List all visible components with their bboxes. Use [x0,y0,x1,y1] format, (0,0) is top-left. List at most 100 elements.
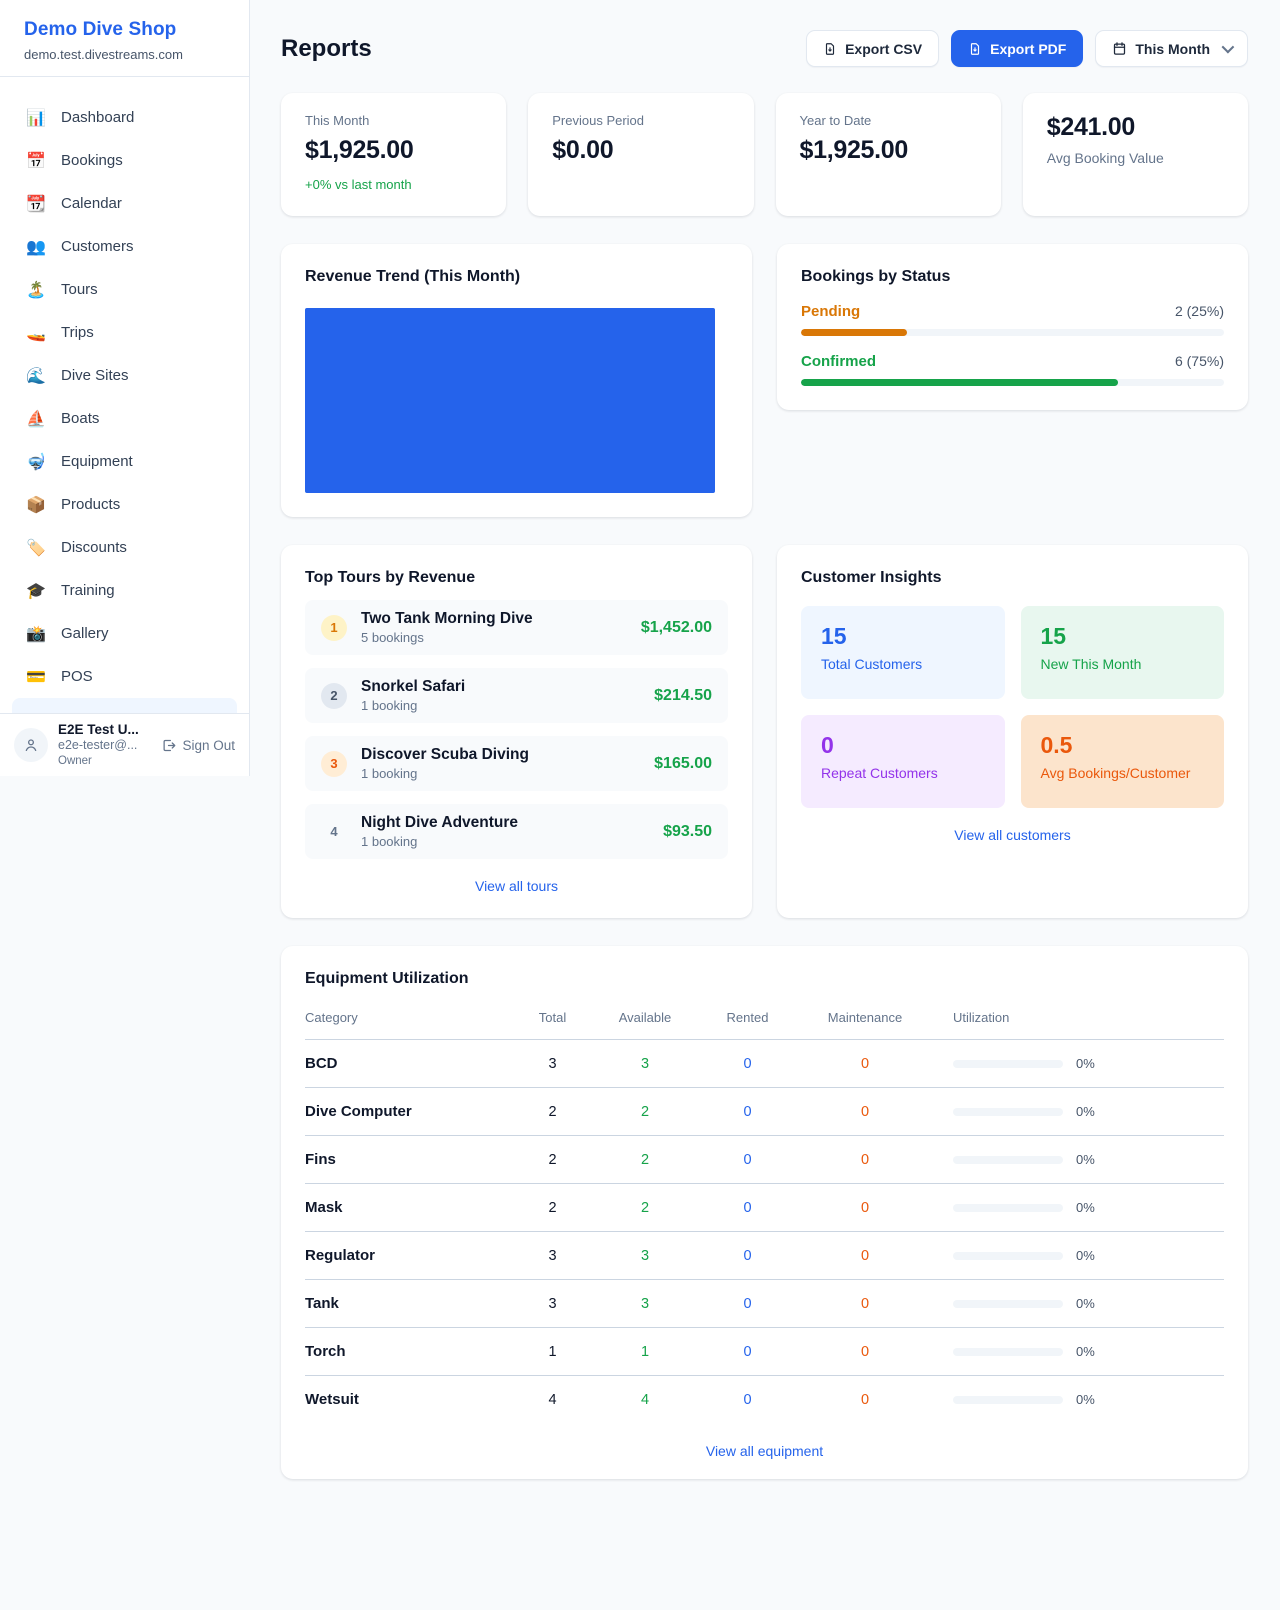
status-row: Confirmed 6 (75%) [801,353,1224,386]
sidebar-item-trips[interactable]: 🚤 Trips [12,311,237,354]
equipment-table-header: Category Total Available Rented Maintenance U… [305,1002,1224,1040]
tour-revenue: $93.50 [663,822,712,840]
revenue-trend-card: Revenue Trend (This Month) [281,244,752,517]
sidebar-item-bookings[interactable]: 📅 Bookings [12,139,237,182]
status-label: Pending [801,303,861,320]
insight-value: 15 [1040,623,1067,649]
equip-maintenance: 0 [805,1327,925,1376]
tour-revenue: $214.50 [654,686,712,704]
utilization-percent: 0% [1076,1248,1095,1263]
shop-name: Demo Dive Shop [24,19,177,40]
utilization-bar [953,1107,1063,1116]
sidebar-item-label: Equipment [61,453,133,470]
view-all-equipment-link[interactable]: View all equipment [705,1442,824,1459]
sign-out-label: Sign Out [182,737,235,753]
equip-total: 3 [505,1279,600,1328]
status-count: 6 (75%) [1174,353,1224,369]
customers-icon: 👥 [26,238,46,256]
equip-available: 3 [600,1279,690,1328]
equip-rented: 0 [690,1039,805,1088]
sidebar-item-tours[interactable]: 🏝️ Tours [12,268,237,311]
top-tours-title: Top Tours by Revenue [305,569,476,586]
sidebar-item-label: Products [61,496,121,513]
export-csv-label: Export CSV [845,40,923,57]
equip-col-category: Category [305,1002,505,1040]
status-count: 2 (25%) [1174,303,1224,319]
customer-insights-title: Customer Insights [801,569,942,586]
utilization-bar [953,1203,1063,1212]
sidebar-item-label: POS [61,668,93,685]
equip-total: 2 [505,1087,600,1136]
equip-rented: 0 [690,1279,805,1328]
equip-available: 4 [640,1391,650,1408]
equip-col-available: Available [600,1002,690,1040]
stat-label: This Month [305,113,370,128]
sidebar-item-reports-active[interactable] [12,698,237,713]
insight-label: Total Customers [821,656,923,672]
stat-card: Year to Date $1,925.00 [775,93,1001,216]
sidebar-item-dashboard[interactable]: 📊 Dashboard [12,96,237,139]
sidebar-item-training[interactable]: 🎓 Training [12,569,237,612]
utilization-percent: 0% [1076,1392,1095,1408]
equip-category: Mask [305,1183,505,1232]
period-selector[interactable]: This Month [1095,30,1248,67]
sidebar-item-label: Calendar [61,195,122,212]
equipment-table-row: Fins 2 2 0 0 0% [305,1135,1224,1184]
sign-out-button[interactable]: Sign Out [161,738,235,753]
equip-maintenance: 0 [805,1279,925,1328]
equip-rented: 0 [690,1087,805,1136]
sidebar-item-discounts[interactable]: 🏷️ Discounts [12,526,237,569]
tour-name: Night Dive Adventure [361,814,519,831]
view-all-tours-link[interactable]: View all tours [474,878,558,894]
equip-maintenance: 0 [860,1391,870,1408]
trips-icon: 🚤 [26,324,46,342]
sidebar-item-boats[interactable]: ⛵ Boats [12,397,237,440]
export-pdf-button[interactable]: Export PDF [951,30,1084,67]
sidebar-item-equipment[interactable]: 🤿 Equipment [12,440,237,483]
utilization-bar [953,1155,1063,1164]
insight-value: 0.5 [1040,732,1073,758]
chevron-down-icon [1221,40,1235,54]
equip-total: 1 [505,1327,600,1376]
equipment-table-row: Dive Computer 2 2 0 0 0% [305,1087,1224,1136]
main-header: Reports Export CSV Export PDF [281,30,1248,67]
sidebar-item-label: Gallery [61,625,109,642]
sidebar-item-calendar[interactable]: 📆 Calendar [12,182,237,225]
boats-icon: ⛵ [26,410,46,428]
export-csv-button[interactable]: Export CSV [806,30,940,67]
tour-revenue: $165.00 [654,754,712,772]
stat-delta: +0% vs last month [305,177,412,192]
stat-value: $241.00 [1046,113,1136,141]
sidebar-item-pos[interactable]: 💳 POS [12,655,237,698]
equipment-table-row: Mask 2 2 0 0 0% [305,1183,1224,1232]
equip-total: 2 [505,1183,600,1232]
equip-rented: 0 [690,1135,805,1184]
gallery-icon: 📸 [26,625,46,643]
avatar [14,728,48,762]
equip-maintenance: 0 [805,1087,925,1136]
insight-tile: 0.5 Avg Bookings/Customer [1020,715,1224,808]
equip-rented: 0 [690,1231,805,1280]
utilization-percent: 0% [1076,1056,1095,1071]
sidebar-item-label: Dive Sites [61,367,129,384]
insight-grid: 15 Total Customers 15 New This Month 0 R… [801,606,1224,808]
revenue-trend-chart [305,308,716,493]
sidebar-item-dive-sites[interactable]: 🌊 Dive Sites [12,354,237,397]
tours-list: 1 Two Tank Morning Dive 5 bookings $1,45… [305,600,728,859]
sign-out-icon [163,739,176,751]
equipment-table-row: Wetsuit 4 4 0 0 0% [305,1376,1224,1424]
utilization-percent: 0% [1076,1344,1095,1359]
sidebar-item-label: Dashboard [61,109,135,126]
tour-row: 2 Snorkel Safari 1 booking $214.50 [305,668,728,723]
document-download-icon [971,42,980,55]
pos-icon: 💳 [26,668,46,686]
shop-domain: demo.test.divestreams.com [24,47,183,62]
top-tours-card: Top Tours by Revenue 1 Two Tank Morning … [281,545,752,918]
sidebar-item-customers[interactable]: 👥 Customers [12,225,237,268]
user-info: E2E Test U... e2e-tester@... Owner [58,722,151,769]
rank-badge: 4 [330,824,338,839]
view-all-customers-link[interactable]: View all customers [954,827,1071,843]
sidebar-item-products[interactable]: 📦 Products [12,483,237,526]
status-bar-fill [801,329,907,336]
sidebar-item-gallery[interactable]: 📸 Gallery [12,612,237,655]
